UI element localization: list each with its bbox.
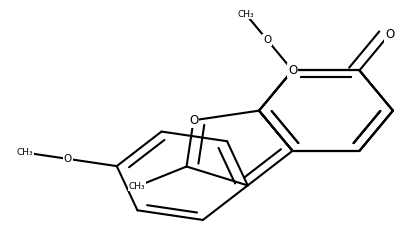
Text: O: O	[189, 114, 198, 127]
Text: O: O	[385, 28, 394, 41]
Text: CH₃: CH₃	[17, 148, 33, 157]
Text: O: O	[64, 154, 72, 164]
Text: CH₃: CH₃	[237, 10, 254, 18]
Text: O: O	[263, 35, 272, 45]
Text: O: O	[288, 64, 297, 77]
Text: CH₃: CH₃	[129, 182, 145, 191]
